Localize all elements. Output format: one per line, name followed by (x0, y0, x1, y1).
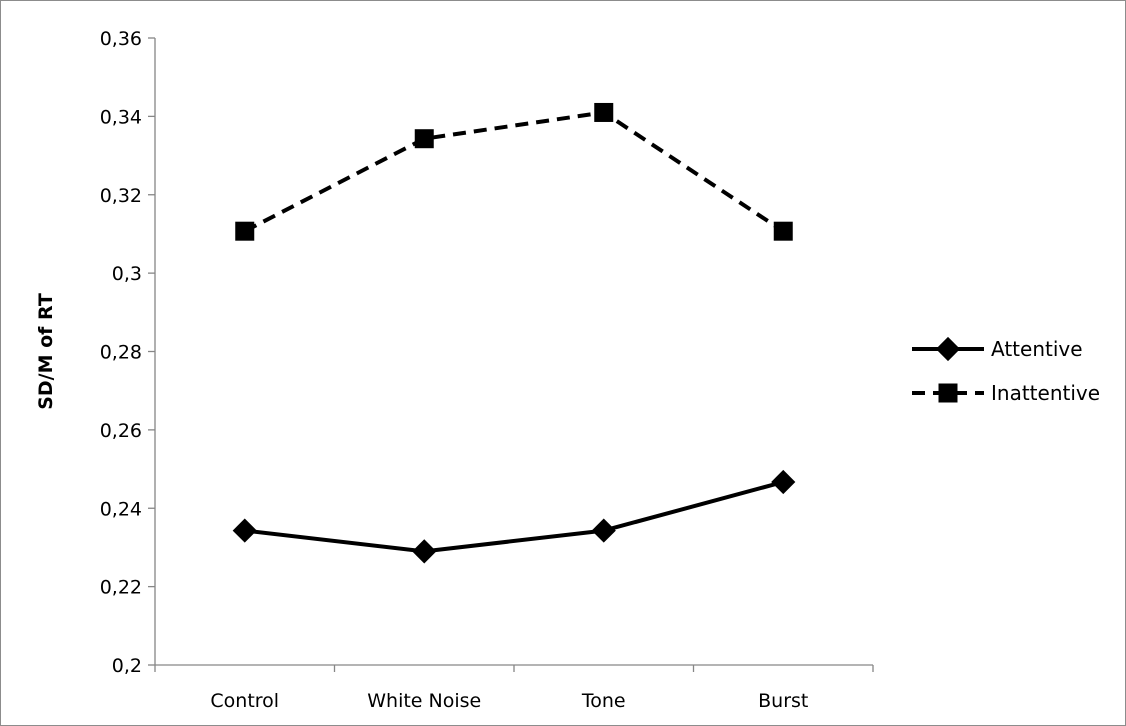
x-axis: Control White Noise Tone Burst (154, 664, 874, 712)
x-tick-label: Burst (758, 690, 808, 712)
legend-label: Inattentive (991, 381, 1100, 405)
data-point-inattentive (773, 221, 793, 241)
series-attentive (232, 469, 796, 564)
series-line-attentive (244, 480, 784, 554)
y-axis-title: SD/M of RT (35, 293, 57, 410)
y-tick-label: 0,22 (100, 577, 142, 599)
y-tick-label: 0,32 (100, 185, 142, 207)
y-tick-label: 0,3 (112, 263, 142, 285)
x-tick-label: White Noise (367, 690, 481, 712)
y-axis: 0,2 0,22 0,24 0,26 0,28 0,3 0,32 0,34 0,36 (100, 28, 156, 677)
data-point-attentive (591, 518, 616, 543)
data-point-attentive (412, 539, 437, 564)
data-point-legend-inattentive (938, 383, 958, 403)
series-line-inattentive (243, 110, 785, 233)
data-point-inattentive (235, 221, 255, 241)
series-inattentive (235, 102, 793, 241)
data-point-legend-attentive (935, 336, 961, 362)
y-tick-label: 0,24 (100, 498, 142, 520)
data-point-attentive (771, 469, 796, 495)
y-tick-label: 0,26 (100, 420, 142, 442)
legend-item-attentive: Attentive (912, 336, 1083, 362)
y-tick-label: 0,28 (100, 342, 142, 364)
data-point-inattentive (414, 129, 434, 149)
legend-label: Attentive (991, 337, 1083, 361)
y-tick-label: 0,2 (112, 655, 142, 677)
data-point-inattentive (594, 102, 614, 122)
x-tick-label: Tone (581, 690, 626, 712)
legend-item-inattentive: Inattentive (912, 381, 1100, 405)
legend: Attentive Inattentive (912, 336, 1100, 405)
x-tick-label: Control (210, 690, 279, 712)
y-tick-label: 0,36 (100, 28, 142, 50)
y-tick-label: 0,34 (100, 106, 142, 128)
series-layer (232, 102, 796, 564)
data-point-attentive (232, 518, 257, 543)
